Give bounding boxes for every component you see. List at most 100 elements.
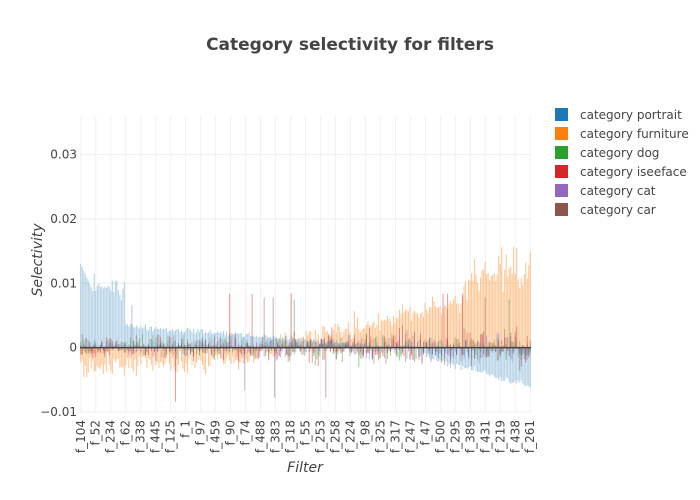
bar bbox=[395, 347, 397, 355]
bar bbox=[468, 347, 470, 355]
bar bbox=[335, 345, 337, 348]
bar bbox=[475, 347, 477, 355]
bar bbox=[132, 347, 134, 372]
bar bbox=[358, 347, 360, 368]
bar bbox=[386, 344, 388, 348]
bar bbox=[496, 347, 498, 378]
bar bbox=[159, 337, 161, 348]
bar bbox=[468, 347, 470, 368]
bar bbox=[167, 347, 169, 355]
bar bbox=[341, 347, 343, 363]
x-tick-label: f_97 bbox=[194, 420, 208, 446]
bar bbox=[119, 347, 121, 350]
bar bbox=[126, 347, 128, 351]
bar bbox=[305, 340, 307, 348]
bar bbox=[189, 347, 192, 356]
bar bbox=[265, 347, 267, 354]
bar bbox=[186, 339, 189, 348]
bar bbox=[209, 347, 211, 350]
bar bbox=[480, 347, 482, 373]
bar bbox=[394, 323, 396, 348]
bar bbox=[212, 345, 214, 348]
bar bbox=[343, 347, 345, 353]
bar bbox=[286, 347, 288, 356]
bar bbox=[382, 347, 384, 357]
bar bbox=[493, 339, 495, 348]
bar bbox=[134, 345, 136, 348]
legend-item[interactable]: category dog bbox=[555, 146, 659, 160]
bar bbox=[475, 347, 477, 371]
bar bbox=[155, 326, 157, 348]
bar bbox=[129, 345, 131, 348]
bar bbox=[194, 340, 196, 348]
bar bbox=[475, 343, 477, 348]
bar bbox=[218, 347, 220, 352]
bar bbox=[359, 347, 361, 352]
bar bbox=[188, 328, 190, 348]
bar bbox=[412, 347, 414, 359]
bar bbox=[113, 347, 115, 360]
legend-item[interactable]: category car bbox=[555, 203, 656, 217]
bar bbox=[203, 341, 205, 348]
bar bbox=[173, 347, 175, 368]
legend-item[interactable]: category portrait bbox=[555, 108, 682, 122]
bar bbox=[269, 347, 271, 354]
bar bbox=[119, 343, 121, 348]
bar bbox=[245, 333, 247, 348]
bar bbox=[265, 342, 267, 348]
bar bbox=[159, 347, 161, 362]
bar bbox=[114, 281, 116, 348]
bar bbox=[235, 332, 237, 348]
bar bbox=[468, 279, 470, 348]
bar bbox=[319, 347, 321, 352]
bar bbox=[412, 335, 414, 348]
bar bbox=[111, 343, 113, 348]
bar bbox=[277, 341, 279, 348]
bar bbox=[307, 340, 309, 348]
bar bbox=[517, 347, 519, 350]
bar bbox=[254, 347, 256, 360]
bar bbox=[478, 347, 480, 364]
bar bbox=[311, 347, 313, 363]
bar bbox=[259, 347, 261, 358]
bar bbox=[101, 342, 103, 348]
bar bbox=[150, 347, 152, 350]
bar bbox=[435, 347, 437, 352]
bar bbox=[230, 335, 232, 348]
bar bbox=[415, 345, 417, 348]
bar bbox=[128, 326, 130, 348]
bar bbox=[466, 347, 468, 353]
bar bbox=[186, 342, 189, 348]
bar bbox=[195, 347, 198, 355]
bar bbox=[325, 342, 327, 348]
bar bbox=[459, 312, 461, 348]
bar bbox=[220, 347, 222, 356]
legend-item[interactable]: category furniture bbox=[555, 127, 689, 141]
bar bbox=[332, 347, 334, 352]
bar bbox=[230, 345, 232, 348]
bar bbox=[480, 347, 482, 353]
bar bbox=[398, 335, 400, 348]
bar bbox=[101, 286, 103, 348]
bar bbox=[407, 311, 410, 348]
bar bbox=[195, 345, 198, 348]
bar bbox=[203, 347, 205, 371]
legend-item[interactable]: category iseeface bbox=[555, 165, 687, 179]
bar bbox=[105, 337, 107, 348]
bar bbox=[235, 333, 237, 348]
bar bbox=[508, 268, 510, 348]
bar bbox=[226, 347, 228, 351]
bar bbox=[444, 347, 446, 350]
bar bbox=[401, 324, 403, 348]
bar bbox=[484, 261, 486, 348]
bar bbox=[289, 347, 291, 361]
bar bbox=[104, 347, 106, 358]
bar bbox=[201, 337, 204, 348]
bar bbox=[236, 347, 238, 350]
bar bbox=[281, 337, 283, 348]
legend-item[interactable]: category cat bbox=[555, 184, 656, 198]
bar bbox=[84, 345, 86, 348]
bar bbox=[205, 347, 207, 375]
bar bbox=[226, 345, 228, 348]
bar bbox=[268, 344, 270, 348]
